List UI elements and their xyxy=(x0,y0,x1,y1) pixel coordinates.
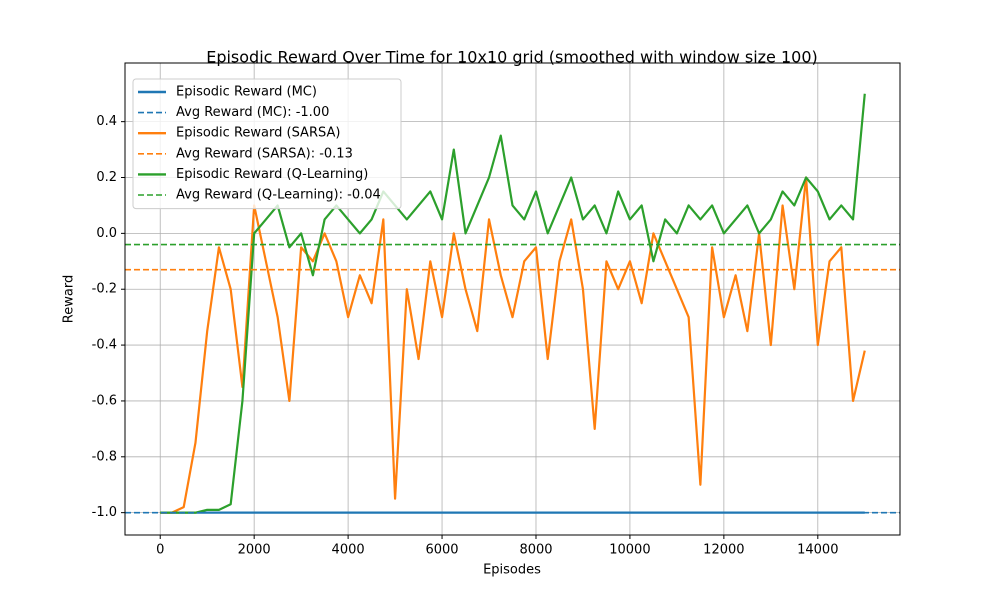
x-tick-label: 8000 xyxy=(519,543,552,558)
legend-label: Avg Reward (SARSA): -0.13 xyxy=(176,146,353,161)
legend-box xyxy=(132,78,402,210)
x-tick-label: 4000 xyxy=(332,543,365,558)
legend-label: Episodic Reward (SARSA) xyxy=(176,126,340,141)
series-line xyxy=(160,176,866,514)
legend: Episodic Reward (MC) Avg Reward (MC): -1.… xyxy=(132,78,402,210)
x-axis-label: Episodes xyxy=(483,563,541,578)
x-tick-label: 2000 xyxy=(238,543,271,558)
y-tick-label: -0.4 xyxy=(92,338,117,353)
y-tick-label: -0.2 xyxy=(92,282,117,297)
y-tick-label: 0.0 xyxy=(96,226,117,241)
plot-frame xyxy=(124,62,901,536)
y-tick-label: -0.6 xyxy=(92,393,117,408)
x-tick-label: 0 xyxy=(156,543,164,558)
chart-title: Episodic Reward Over Time for 10x10 grid… xyxy=(206,48,818,67)
x-tick-label: 14000 xyxy=(797,543,838,558)
x-tick-label: 6000 xyxy=(425,543,458,558)
y-tick-label: -0.8 xyxy=(92,449,117,464)
y-tick-label: -1.0 xyxy=(92,505,117,520)
x-tick-label: 12000 xyxy=(703,543,744,558)
y-axis-label: Reward xyxy=(62,275,77,323)
y-tick-label: 0.4 xyxy=(96,114,117,129)
legend-label: Episodic Reward (MC) xyxy=(176,85,317,100)
legend-label: Avg Reward (Q-Learning): -0.04 xyxy=(176,188,381,203)
legend-label: Avg Reward (MC): -1.00 xyxy=(176,105,329,120)
x-tick-label: 10000 xyxy=(609,543,650,558)
legend-label: Episodic Reward (Q-Learning) xyxy=(176,167,368,182)
y-tick-label: 0.2 xyxy=(96,170,117,185)
